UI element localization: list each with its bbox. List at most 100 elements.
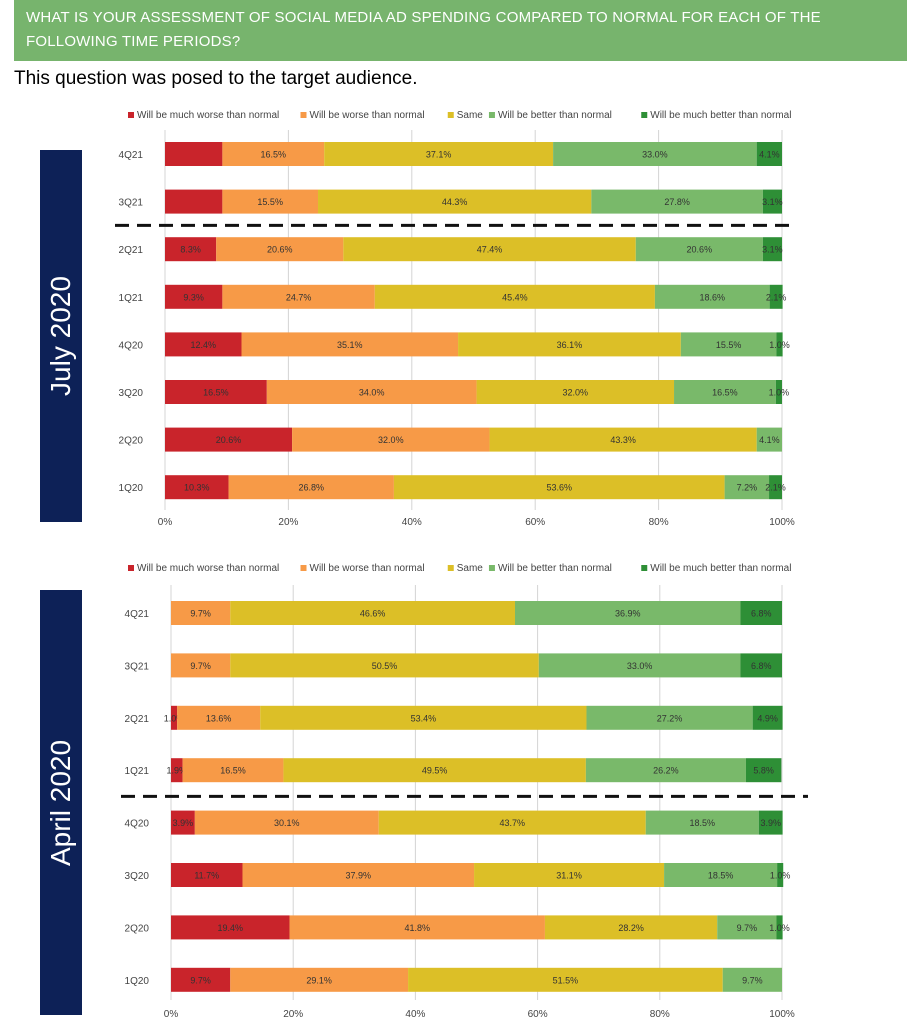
bar-segment-4q20-will-be-better-than-normal: [645, 810, 759, 835]
data-label: 6.8%: [751, 661, 772, 671]
data-label: 36.9%: [615, 609, 641, 619]
category-label-1q20: 1Q20: [125, 976, 150, 987]
data-label: 18.5%: [708, 871, 734, 881]
july-2020-chart: Will be much worse than normal Will be wo…: [115, 110, 795, 528]
bar-segment-4q20-will-be-better-than-normal: [680, 332, 777, 357]
bar-segment-4q21-same: [230, 601, 515, 625]
bar-segment-3q20-same: [474, 863, 665, 887]
x-tick-label: 80%: [650, 1009, 670, 1020]
category-label-3q20: 3Q20: [119, 388, 144, 399]
bar-segment-1q21-will-be-better-than-normal: [654, 284, 770, 309]
bar-segment-1q20-same: [408, 967, 723, 992]
data-label: 11.7%: [194, 871, 219, 881]
bar-segment-4q20-will-be-much-worse-than-normal: [171, 810, 195, 835]
data-label: 8.3%: [180, 245, 201, 255]
bar-segment-3q20-will-be-much-worse-than-normal: [165, 380, 267, 404]
data-label: 29.1%: [306, 975, 332, 985]
x-tick-label: 40%: [402, 517, 422, 528]
bar-segment-3q21-will-be-much-worse-than-normal: [165, 189, 223, 214]
data-label: 36.1%: [557, 340, 583, 350]
data-label: 13.6%: [206, 713, 232, 723]
data-label: 16.5%: [261, 150, 287, 160]
data-label: 24.7%: [286, 292, 312, 302]
bar-segment-2q21-will-be-much-worse-than-normal: [165, 237, 217, 262]
data-label: 4.9%: [757, 713, 778, 723]
data-label: 9.7%: [190, 975, 211, 985]
data-label: 30.1%: [274, 818, 300, 828]
data-label: 44.3%: [442, 197, 468, 207]
bar-segment-2q21-will-be-much-better-than-normal: [762, 237, 782, 262]
data-label: 34.0%: [359, 388, 385, 398]
data-label: 33.0%: [627, 661, 653, 671]
data-label: 4.1%: [759, 435, 780, 445]
bar-segment-3q20-will-be-worse-than-normal: [266, 380, 477, 404]
data-label: 35.1%: [337, 340, 363, 350]
question-title: WHAT IS YOUR ASSESSMENT OF SOCIAL MEDIA …: [26, 9, 821, 50]
category-label-2q21: 2Q21: [125, 714, 150, 725]
bar-segment-2q20-will-be-worse-than-normal: [289, 915, 545, 940]
bar-segment-2q20-will-be-much-better-than-normal: [776, 915, 783, 940]
bar-segment-1q20-will-be-worse-than-normal: [228, 475, 394, 500]
x-tick-label: 20%: [283, 1009, 303, 1020]
bar-segment-4q21-will-be-better-than-normal: [553, 142, 757, 166]
bar-segment-4q21-will-be-much-better-than-normal: [756, 142, 782, 166]
data-label: 27.8%: [664, 197, 690, 207]
legend-swatch-will-be-better-than-normal: [488, 112, 495, 118]
category-label-3q20: 3Q20: [125, 871, 150, 882]
bar-segment-3q20-will-be-much-better-than-normal: [777, 863, 784, 887]
bar-segment-1q20-will-be-much-worse-than-normal: [165, 475, 229, 500]
data-label: 18.5%: [689, 818, 715, 828]
data-label: 45.4%: [502, 292, 528, 302]
data-label: 19.4%: [218, 923, 244, 933]
bar-segment-1q21-same: [283, 758, 586, 783]
legend-swatch-same: [447, 112, 454, 118]
legend-label-will-be-worse-than-normal: Will be worse than normal: [310, 110, 425, 121]
bar-segment-1q20-will-be-worse-than-normal: [230, 967, 409, 992]
data-label: 7.2%: [737, 483, 758, 493]
data-label: 26.8%: [298, 483, 324, 493]
data-label: 43.7%: [499, 818, 525, 828]
data-label: 32.0%: [563, 388, 589, 398]
category-label-4q21: 4Q21: [119, 150, 144, 161]
bar-segment-2q20-will-be-better-than-normal: [717, 915, 777, 940]
bar-segment-3q20-will-be-better-than-normal: [664, 863, 778, 887]
bar-segment-3q20-will-be-much-worse-than-normal: [171, 863, 243, 887]
legend-label-will-be-much-better-than-normal: Will be much better than normal: [650, 110, 791, 121]
data-label: 16.5%: [203, 388, 229, 398]
data-label: 9.3%: [183, 292, 204, 302]
data-label: 20.6%: [687, 245, 713, 255]
bar-segment-4q20-will-be-much-better-than-normal: [776, 332, 783, 357]
bar-segment-1q21-will-be-much-better-than-normal: [745, 758, 782, 783]
x-tick-label: 80%: [649, 517, 669, 528]
bar-segment-2q21-will-be-better-than-normal: [586, 705, 753, 730]
legend-label-will-be-much-worse-than-normal: Will be much worse than normal: [137, 563, 279, 574]
data-label: 31.1%: [556, 871, 582, 881]
bar-segment-3q20-will-be-worse-than-normal: [242, 863, 475, 887]
data-label: 3.9%: [760, 818, 781, 828]
bar-segment-3q20-same: [476, 380, 675, 404]
bar-segment-3q21-will-be-worse-than-normal: [171, 653, 231, 678]
page-subtitle: This question was posed to the target au…: [14, 68, 418, 89]
data-label: 1.0%: [769, 388, 790, 398]
data-label: 1.0%: [164, 713, 185, 723]
data-label: 9.7%: [190, 609, 211, 619]
data-label: 1.0%: [770, 871, 791, 881]
legend-label-will-be-better-than-normal: Will be better than normal: [498, 110, 612, 121]
data-label: 37.1%: [426, 150, 452, 160]
legend-swatch-will-be-worse-than-normal: [300, 565, 307, 571]
legend-swatch-will-be-much-better-than-normal: [641, 565, 648, 571]
bar-segment-2q21-will-be-much-better-than-normal: [752, 705, 783, 730]
bar-segment-3q21-same: [230, 653, 539, 678]
x-tick-label: 0%: [158, 517, 173, 528]
data-label: 43.3%: [610, 435, 636, 445]
bar-segment-3q21-will-be-better-than-normal: [591, 189, 763, 214]
x-tick-label: 0%: [164, 1009, 179, 1020]
bar-segment-3q20-will-be-much-better-than-normal: [775, 380, 782, 404]
legend-label-same: Same: [457, 110, 484, 121]
data-label: 47.4%: [477, 245, 503, 255]
category-label-1q21: 1Q21: [125, 766, 150, 777]
bar-segment-4q21-will-be-much-better-than-normal: [740, 601, 782, 625]
category-label-4q21: 4Q21: [125, 609, 150, 620]
data-label: 2.1%: [765, 483, 786, 493]
x-tick-label: 60%: [525, 517, 545, 528]
